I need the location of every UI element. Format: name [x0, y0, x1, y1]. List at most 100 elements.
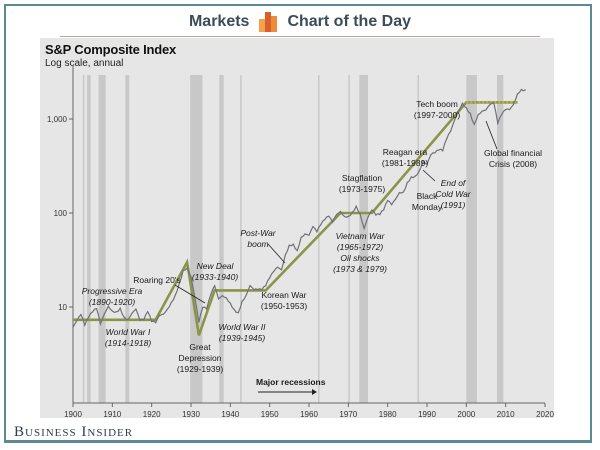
data-point	[155, 322, 157, 324]
leader-end-cold-war	[422, 169, 436, 182]
data-point	[80, 314, 82, 316]
data-point	[249, 284, 251, 287]
annotation-new-deal: New Deal(1933-1940)	[192, 261, 238, 282]
annotation-text: Progressive Era	[82, 286, 143, 296]
annotation-text: Cold War	[435, 189, 471, 199]
data-point	[371, 209, 373, 211]
data-point	[107, 305, 109, 307]
annotation-reagan-era: Reagan era(1981-1989)	[382, 147, 428, 168]
data-point	[524, 89, 526, 91]
data-point	[465, 107, 467, 109]
data-point	[438, 149, 440, 151]
data-point	[320, 224, 322, 226]
annotation-text: (1914-1918)	[105, 338, 151, 348]
data-point	[170, 301, 172, 303]
recession-band	[359, 75, 368, 403]
annotation-text: Roaring 20's	[133, 275, 180, 285]
recession-band	[87, 75, 91, 403]
data-point	[225, 297, 227, 299]
leader-roaring-20s	[174, 284, 206, 304]
data-point	[162, 313, 165, 315]
annotation-text: (1973-1975)	[339, 184, 385, 194]
data-point	[111, 310, 113, 312]
x-tick-label: 1900	[64, 410, 82, 419]
recession-band	[466, 75, 477, 403]
header-chart-of-the-day-label: Chart of the Day	[287, 13, 412, 30]
x-tick-label: 1980	[379, 410, 397, 419]
data-point	[481, 110, 483, 112]
data-point	[355, 205, 357, 207]
data-point	[284, 254, 286, 256]
data-point	[493, 102, 495, 104]
data-point	[347, 215, 349, 217]
x-tick-label: 1910	[103, 410, 121, 419]
annotation-text: (1933-1940)	[192, 272, 238, 282]
annotation-text: (1981-1989)	[382, 158, 428, 168]
recession-band	[82, 75, 85, 403]
data-point	[461, 102, 463, 104]
data-point	[398, 191, 401, 194]
data-point	[505, 109, 507, 111]
data-point	[245, 294, 247, 296]
arrow-head-icon	[312, 389, 317, 395]
x-tick-label: 1950	[261, 410, 279, 419]
data-point	[143, 319, 145, 321]
annotation-text: Monday	[412, 202, 443, 212]
data-point	[72, 326, 74, 328]
data-point	[367, 216, 369, 218]
data-point	[332, 221, 334, 223]
data-point	[88, 316, 90, 318]
data-point	[96, 308, 98, 310]
data-point	[123, 316, 125, 318]
header-divider	[60, 36, 540, 37]
data-point	[178, 283, 180, 285]
annotation-vietnam-oil: Vietnam War(1965-1972)Oil shocks(1973 & …	[333, 231, 387, 274]
x-tick-label: 1990	[418, 410, 436, 419]
annotation-text: Global financial	[484, 148, 542, 158]
recession-band	[98, 75, 106, 403]
data-point	[379, 214, 381, 216]
x-tick-label: 2010	[497, 410, 515, 419]
recession-band	[219, 75, 224, 403]
data-point	[265, 285, 267, 287]
annotation-text: (1939-1945)	[219, 333, 265, 343]
annotation-text: World War I	[106, 327, 151, 337]
annotation-text: (1965-1972)	[337, 242, 383, 252]
data-point	[457, 109, 460, 112]
data-point	[414, 175, 416, 177]
recession-band	[240, 75, 242, 403]
data-point	[450, 130, 452, 132]
data-point	[469, 112, 471, 114]
recession-band	[417, 75, 420, 403]
data-point	[103, 313, 106, 315]
leader-post-war	[267, 243, 286, 264]
data-point	[485, 109, 487, 111]
sp-index-line	[72, 88, 526, 328]
data-point	[312, 226, 314, 228]
data-point	[217, 298, 220, 300]
chart-title: S&P Composite Index	[45, 42, 177, 57]
x-tick-label: 2020	[536, 410, 554, 419]
data-point	[202, 306, 204, 309]
data-point	[359, 213, 361, 215]
data-point	[147, 311, 149, 313]
data-point	[139, 319, 141, 322]
annotation-text: (1991)	[441, 200, 466, 210]
data-point	[422, 160, 424, 163]
data-point	[512, 103, 515, 106]
data-point	[446, 138, 448, 140]
recession-band	[318, 75, 320, 403]
bar-chart-icon	[259, 12, 278, 32]
x-tick-label: 1960	[300, 410, 318, 419]
data-point	[335, 213, 338, 216]
annotation-text: Reagan era	[383, 147, 428, 157]
data-point	[269, 277, 271, 279]
data-point	[308, 234, 310, 236]
data-point	[221, 295, 224, 297]
header: Markets Chart of the Day	[0, 8, 600, 36]
data-point	[391, 204, 393, 206]
